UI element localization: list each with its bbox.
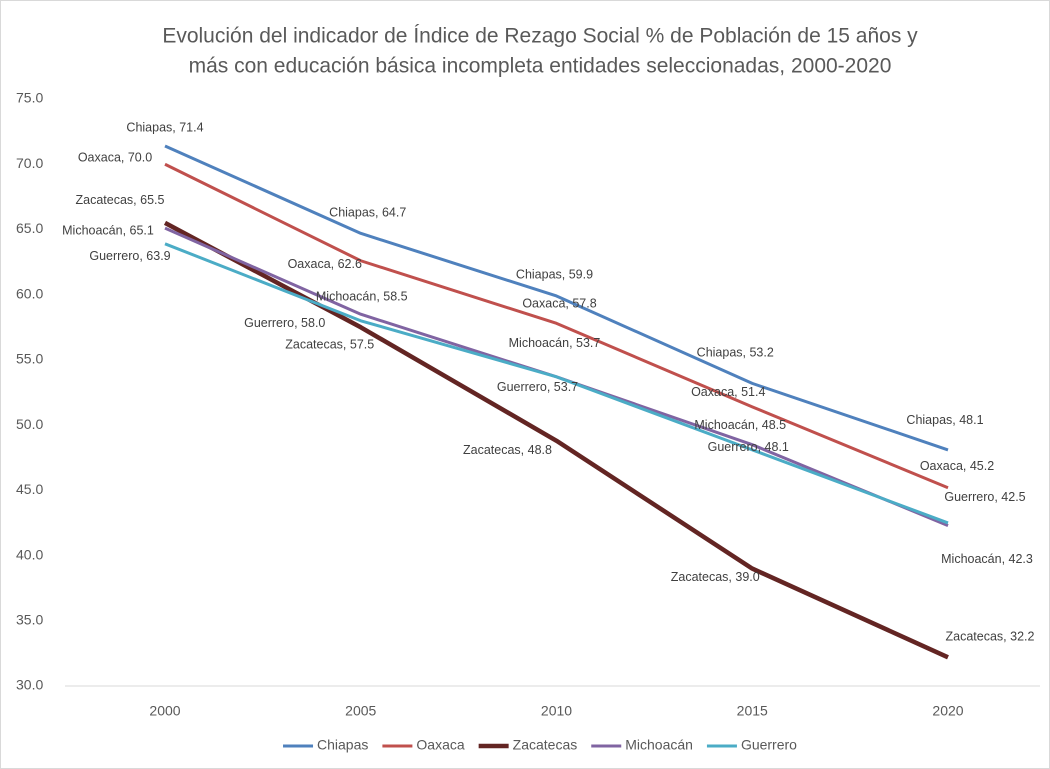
data-label: Guerrero, 58.0	[244, 316, 325, 330]
series-line	[164, 144, 949, 452]
x-tick-label: 2000	[149, 703, 180, 719]
data-label: Guerrero, 48.1	[708, 440, 789, 454]
data-label: Oaxaca, 70.0	[78, 151, 152, 165]
y-tick-label: 40.0	[16, 546, 43, 562]
chart-title: Evolución del indicador de Índice de Rez…	[162, 25, 918, 48]
legend-label: Michoacán	[625, 737, 693, 753]
y-tick-label: 70.0	[16, 155, 43, 171]
data-label: Michoacán, 53.7	[509, 336, 601, 350]
data-label: Oaxaca, 57.8	[522, 297, 596, 311]
legend-label: Oaxaca	[416, 737, 464, 753]
data-label: Michoacán, 65.1	[62, 223, 154, 237]
data-label: Michoacán, 58.5	[316, 290, 408, 304]
y-tick-label: 55.0	[16, 351, 43, 367]
y-tick-label: 75.0	[16, 90, 43, 106]
data-label: Zacatecas, 39.0	[671, 570, 760, 584]
data-label: Michoacán, 48.5	[694, 418, 786, 432]
data-label: Chiapas, 53.2	[697, 346, 774, 360]
chart-title: más con educación básica incompleta enti…	[189, 55, 892, 78]
y-tick-label: 30.0	[16, 677, 43, 693]
data-label: Michoacán, 42.3	[941, 552, 1033, 566]
y-tick-label: 50.0	[16, 416, 43, 432]
legend-label: Guerrero	[741, 737, 797, 753]
series-line	[164, 242, 949, 525]
y-tick-label: 35.0	[16, 611, 43, 627]
data-label: Chiapas, 64.7	[329, 206, 406, 220]
data-label: Chiapas, 48.1	[906, 413, 983, 427]
data-label: Guerrero, 53.7	[497, 380, 578, 394]
x-tick-label: 2010	[541, 703, 572, 719]
y-tick-label: 45.0	[16, 481, 43, 497]
data-label: Zacatecas, 65.5	[76, 193, 165, 207]
data-label: Guerrero, 63.9	[89, 249, 170, 263]
series-line	[163, 220, 949, 660]
legend-label: Chiapas	[317, 737, 368, 753]
data-label: Guerrero, 42.5	[944, 490, 1025, 504]
y-tick-label: 60.0	[16, 285, 43, 301]
x-tick-label: 2015	[737, 703, 768, 719]
data-label: Oaxaca, 51.4	[691, 385, 765, 399]
data-label: Zacatecas, 48.8	[463, 443, 552, 457]
data-label: Zacatecas, 32.2	[946, 630, 1035, 644]
legend-label: Zacatecas	[513, 737, 578, 753]
data-label: Oaxaca, 62.6	[288, 257, 362, 271]
data-label: Oaxaca, 45.2	[920, 459, 994, 473]
y-tick-label: 65.0	[16, 220, 43, 236]
data-label: Chiapas, 59.9	[516, 267, 593, 281]
x-tick-label: 2005	[345, 703, 376, 719]
x-tick-label: 2020	[932, 703, 963, 719]
series-line	[164, 162, 949, 490]
data-label: Chiapas, 71.4	[126, 120, 203, 134]
data-label: Zacatecas, 57.5	[285, 338, 374, 352]
